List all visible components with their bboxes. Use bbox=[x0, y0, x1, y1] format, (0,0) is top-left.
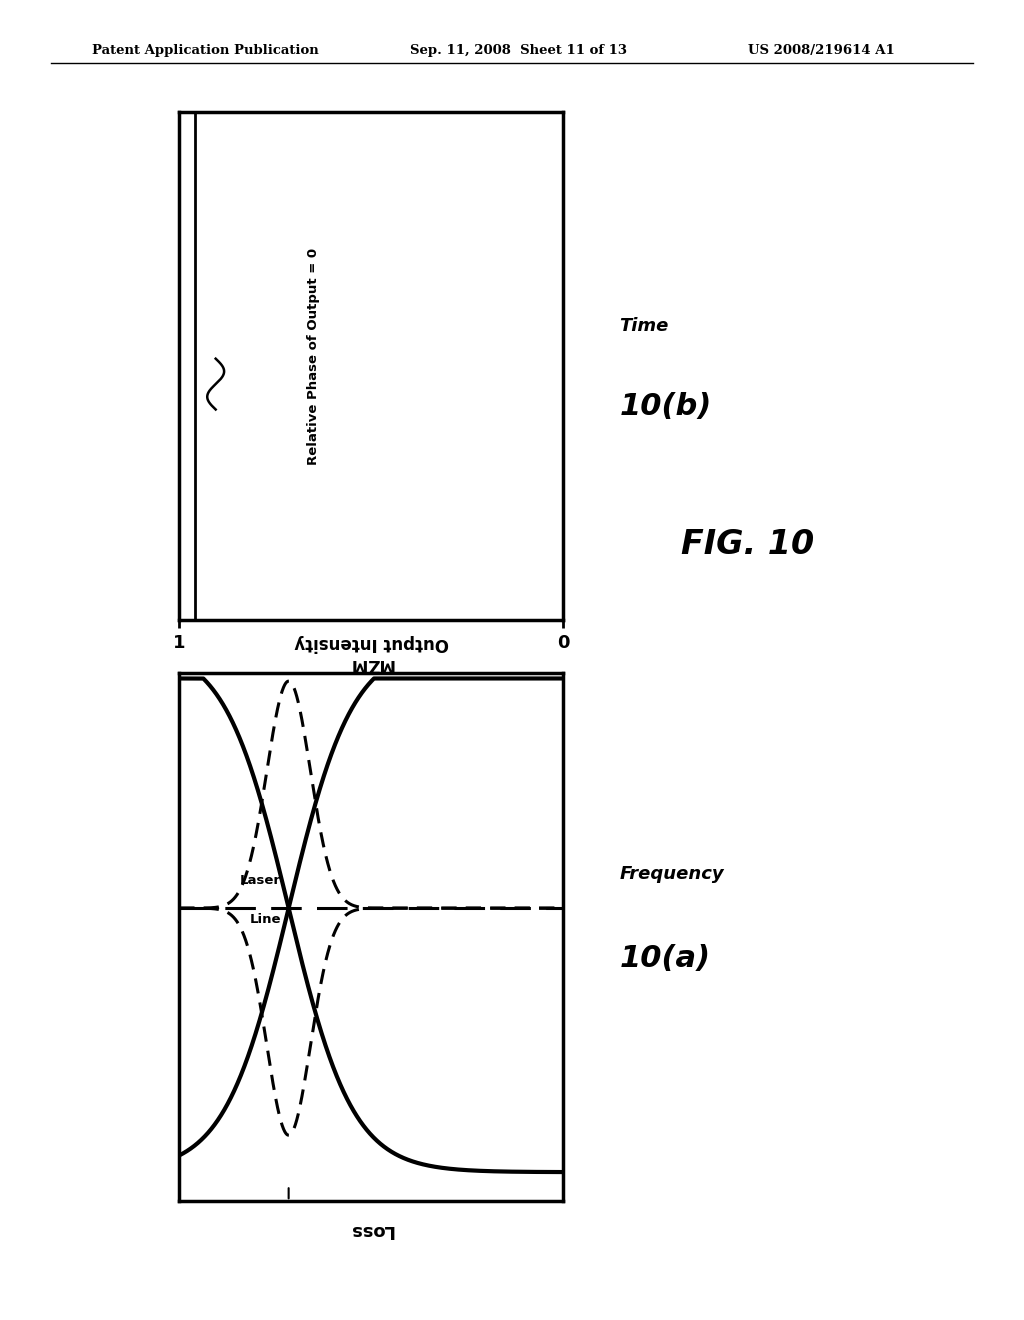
Text: Laser: Laser bbox=[240, 874, 281, 887]
Text: Sep. 11, 2008  Sheet 11 of 13: Sep. 11, 2008 Sheet 11 of 13 bbox=[410, 44, 627, 57]
Text: FIG. 10: FIG. 10 bbox=[681, 528, 814, 561]
Text: Frequency: Frequency bbox=[620, 865, 724, 883]
Text: Line: Line bbox=[250, 913, 281, 927]
Text: Output Intensity: Output Intensity bbox=[294, 634, 449, 652]
Text: Relative Phase of Output = 0: Relative Phase of Output = 0 bbox=[307, 248, 321, 465]
Text: MZM: MZM bbox=[348, 655, 394, 673]
Text: US 2008/219614 A1: US 2008/219614 A1 bbox=[748, 44, 894, 57]
Text: 10(a): 10(a) bbox=[620, 944, 711, 973]
Text: Patent Application Publication: Patent Application Publication bbox=[92, 44, 318, 57]
Text: Time: Time bbox=[620, 317, 669, 335]
Text: Loss: Loss bbox=[349, 1221, 393, 1239]
Text: 10(b): 10(b) bbox=[620, 392, 712, 421]
